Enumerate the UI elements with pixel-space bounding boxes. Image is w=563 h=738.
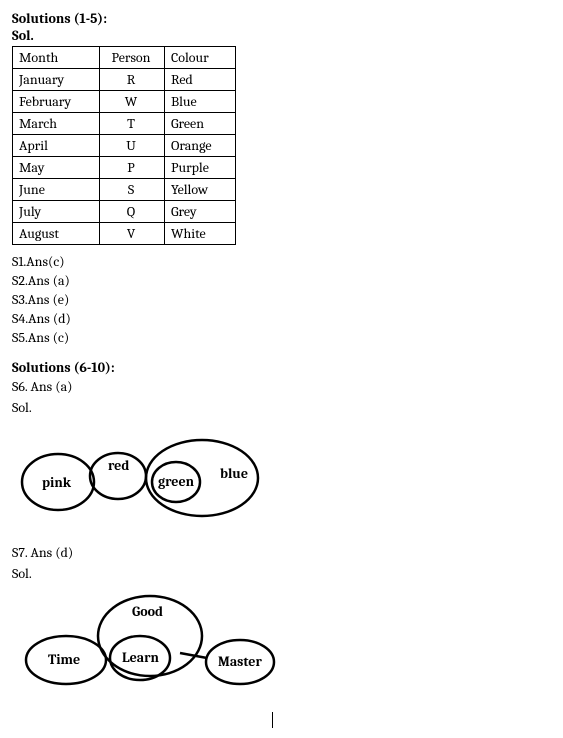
svg-text:Good: Good	[132, 603, 163, 620]
table-cell: July	[13, 201, 100, 223]
table-cell: R	[100, 69, 165, 91]
table-cell: U	[100, 135, 165, 157]
svg-text:Master: Master	[218, 653, 262, 670]
venn-diagram-2: Good Time Learn Master	[12, 588, 553, 698]
solutions-6-10-header: Solutions (6-10):	[12, 359, 553, 376]
s7-answer: S7. Ans (d)	[12, 544, 553, 561]
table-cell: Q	[100, 201, 165, 223]
table-row: MayPPurple	[13, 157, 236, 179]
table-cell: August	[13, 223, 100, 245]
table-row: JanuaryRRed	[13, 69, 236, 91]
text-cursor	[272, 712, 273, 728]
col-month: Month	[13, 47, 100, 69]
table-row: FebruaryWBlue	[13, 91, 236, 113]
table-cell: Purple	[165, 157, 236, 179]
table-cell: Green	[165, 113, 236, 135]
table-header-row: Month Person Colour	[13, 47, 236, 69]
table-cell: V	[100, 223, 165, 245]
table-cell: W	[100, 91, 165, 113]
col-person: Person	[100, 47, 165, 69]
table-cell: Orange	[165, 135, 236, 157]
table-row: AprilUOrange	[13, 135, 236, 157]
answer-line: S4.Ans (d)	[12, 310, 553, 329]
svg-text:red: red	[108, 457, 129, 474]
table-row: JuneSYellow	[13, 179, 236, 201]
svg-text:pink: pink	[42, 474, 72, 491]
table-cell: June	[13, 179, 100, 201]
answers-1-5: S1.Ans(c) S2.Ans (a) S3.Ans (e) S4.Ans (…	[12, 253, 553, 347]
table-cell: February	[13, 91, 100, 113]
answer-line: S5.Ans (c)	[12, 329, 553, 348]
solutions-1-5-header: Solutions (1-5):	[12, 10, 553, 27]
table-cell: S	[100, 179, 165, 201]
answer-line: S2.Ans (a)	[12, 272, 553, 291]
table-cell: Grey	[165, 201, 236, 223]
svg-text:blue: blue	[220, 465, 248, 482]
table-cell: Blue	[165, 91, 236, 113]
table-cell: P	[100, 157, 165, 179]
sol-label-1: Sol.	[12, 27, 553, 44]
answer-line: S1.Ans(c)	[12, 253, 553, 272]
svg-text:Time: Time	[48, 651, 80, 668]
svg-text:Learn: Learn	[122, 649, 159, 666]
sol-label-3: Sol.	[12, 565, 553, 582]
venn-diagram-1: pink red blue green	[12, 422, 553, 532]
table-cell: January	[13, 69, 100, 91]
svg-text:green: green	[158, 473, 195, 490]
table-row: JulyQGrey	[13, 201, 236, 223]
table-row: AugustVWhite	[13, 223, 236, 245]
table-cell: April	[13, 135, 100, 157]
table-cell: White	[165, 223, 236, 245]
col-colour: Colour	[165, 47, 236, 69]
table-row: MarchTGreen	[13, 113, 236, 135]
s6-answer: S6. Ans (a)	[12, 378, 553, 395]
table-cell: T	[100, 113, 165, 135]
solution-table: Month Person Colour JanuaryRRedFebruaryW…	[12, 46, 236, 245]
table-cell: Red	[165, 69, 236, 91]
answer-line: S3.Ans (e)	[12, 291, 553, 310]
table-cell: Yellow	[165, 179, 236, 201]
table-cell: March	[13, 113, 100, 135]
table-cell: May	[13, 157, 100, 179]
sol-label-2: Sol.	[12, 399, 553, 416]
